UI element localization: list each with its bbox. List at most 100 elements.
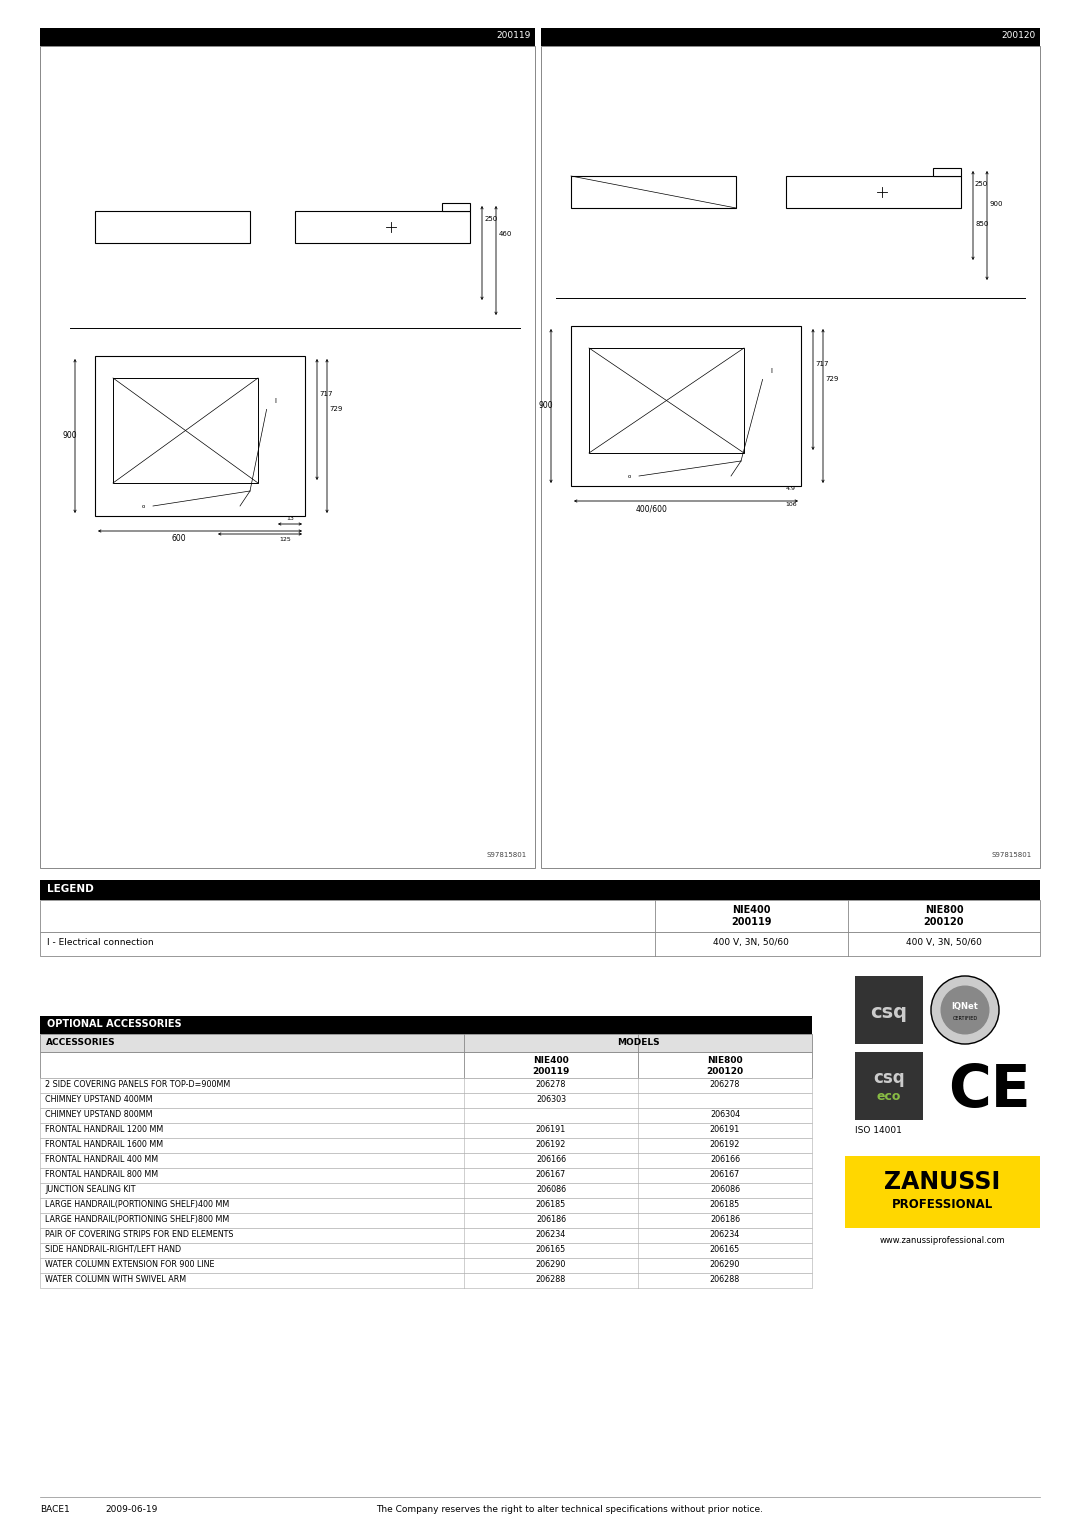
Bar — [95, 211, 249, 243]
Text: 460: 460 — [499, 231, 512, 237]
Circle shape — [941, 986, 989, 1034]
Text: 206191: 206191 — [710, 1125, 740, 1135]
Text: 206290: 206290 — [710, 1260, 740, 1269]
Bar — [40, 1122, 812, 1138]
Text: 600: 600 — [172, 534, 187, 544]
Bar — [845, 1156, 1040, 1228]
Bar — [40, 1015, 812, 1034]
Text: 206304: 206304 — [710, 1110, 740, 1119]
Text: The Company reserves the right to alter technical specifications without prior n: The Company reserves the right to alter … — [377, 1506, 764, 1513]
Text: FRONTAL HANDRAIL 400 MM: FRONTAL HANDRAIL 400 MM — [45, 1154, 158, 1164]
Bar — [40, 1093, 812, 1109]
Bar — [40, 1168, 812, 1183]
Text: ZANUSSI: ZANUSSI — [885, 1170, 1001, 1194]
Text: PROFESSIONAL: PROFESSIONAL — [892, 1199, 994, 1211]
Text: 200120: 200120 — [1002, 31, 1036, 40]
Text: 729: 729 — [329, 406, 342, 412]
Bar — [113, 379, 258, 483]
Bar — [40, 1052, 812, 1078]
Text: 206167: 206167 — [710, 1170, 740, 1179]
Text: 200120: 200120 — [706, 1067, 743, 1077]
Text: csq: csq — [874, 1069, 905, 1087]
Bar — [541, 46, 1040, 867]
Bar — [40, 1183, 812, 1199]
Bar — [571, 176, 735, 208]
Text: 206278: 206278 — [536, 1080, 566, 1089]
Bar — [40, 880, 1040, 899]
Text: I: I — [770, 368, 772, 374]
Text: 206165: 206165 — [710, 1245, 740, 1254]
Bar — [571, 325, 801, 486]
Text: 250: 250 — [975, 182, 988, 186]
Bar — [40, 1138, 812, 1153]
Text: FRONTAL HANDRAIL 1600 MM: FRONTAL HANDRAIL 1600 MM — [45, 1141, 163, 1148]
Bar — [442, 203, 470, 211]
Bar — [95, 356, 305, 516]
Text: www.zanussiprofessional.com: www.zanussiprofessional.com — [880, 1235, 1005, 1245]
Bar — [541, 27, 1040, 46]
Text: 206166: 206166 — [536, 1154, 566, 1164]
Text: 400/600: 400/600 — [635, 504, 667, 513]
Bar — [40, 1034, 812, 1052]
Text: I - Electrical connection: I - Electrical connection — [48, 938, 153, 947]
Text: CHIMNEY UPSTAND 400MM: CHIMNEY UPSTAND 400MM — [45, 1095, 152, 1104]
Text: eco: eco — [877, 1089, 901, 1102]
Text: 206166: 206166 — [710, 1154, 740, 1164]
Text: BACE1: BACE1 — [40, 1506, 70, 1513]
Bar — [40, 1109, 812, 1122]
Text: S97815801: S97815801 — [487, 852, 527, 858]
Text: LARGE HANDRAIL(PORTIONING SHELF)400 MM: LARGE HANDRAIL(PORTIONING SHELF)400 MM — [45, 1200, 229, 1209]
Text: 4.9: 4.9 — [786, 486, 796, 492]
Text: 206186: 206186 — [536, 1215, 566, 1225]
Bar — [786, 176, 961, 208]
Text: 206192: 206192 — [536, 1141, 566, 1148]
Text: 206234: 206234 — [536, 1231, 566, 1238]
Bar — [40, 1258, 812, 1274]
Bar — [40, 1212, 812, 1228]
Text: CHIMNEY UPSTAND 800MM: CHIMNEY UPSTAND 800MM — [45, 1110, 152, 1119]
Text: NIE400: NIE400 — [732, 906, 770, 915]
Text: NIE800: NIE800 — [924, 906, 963, 915]
Text: 206288: 206288 — [710, 1275, 740, 1284]
Text: 206167: 206167 — [536, 1170, 566, 1179]
Text: 717: 717 — [319, 391, 333, 397]
Text: OPTIONAL ACCESSORIES: OPTIONAL ACCESSORIES — [48, 1019, 181, 1029]
Text: LARGE HANDRAIL(PORTIONING SHELF)800 MM: LARGE HANDRAIL(PORTIONING SHELF)800 MM — [45, 1215, 229, 1225]
Text: 900: 900 — [63, 432, 77, 440]
Bar — [40, 1274, 812, 1287]
Text: o: o — [627, 473, 631, 478]
Text: S97815801: S97815801 — [991, 852, 1032, 858]
Text: LEGEND: LEGEND — [48, 884, 94, 893]
Text: PAIR OF COVERING STRIPS FOR END ELEMENTS: PAIR OF COVERING STRIPS FOR END ELEMENTS — [45, 1231, 233, 1238]
Text: 200119: 200119 — [731, 918, 771, 927]
Text: CERTIFIED: CERTIFIED — [953, 1015, 977, 1020]
Bar — [40, 27, 535, 46]
Bar — [40, 899, 1040, 931]
Text: 206192: 206192 — [710, 1141, 740, 1148]
Text: 206185: 206185 — [536, 1200, 566, 1209]
Bar — [40, 1078, 812, 1093]
Text: 717: 717 — [815, 360, 828, 366]
Text: 206278: 206278 — [710, 1080, 740, 1089]
Text: 206288: 206288 — [536, 1275, 566, 1284]
Text: 206191: 206191 — [536, 1125, 566, 1135]
Text: 13: 13 — [286, 516, 294, 521]
Text: 206186: 206186 — [710, 1215, 740, 1225]
Text: 200119: 200119 — [497, 31, 531, 40]
Text: 729: 729 — [825, 376, 838, 382]
Text: IQNet: IQNet — [951, 1002, 978, 1011]
Text: JUNCTION SEALING KIT: JUNCTION SEALING KIT — [45, 1185, 135, 1194]
Text: csq: csq — [870, 1003, 907, 1022]
Text: 200120: 200120 — [923, 918, 964, 927]
Text: FRONTAL HANDRAIL 1200 MM: FRONTAL HANDRAIL 1200 MM — [45, 1125, 163, 1135]
Text: 850: 850 — [975, 221, 988, 228]
Text: NIE800: NIE800 — [707, 1057, 743, 1064]
Bar — [40, 1228, 812, 1243]
Text: NIE400: NIE400 — [534, 1057, 569, 1064]
Text: 206290: 206290 — [536, 1260, 566, 1269]
Bar — [40, 1243, 812, 1258]
Bar — [855, 1052, 923, 1119]
Text: o: o — [141, 504, 145, 508]
Text: SIDE HANDRAIL-RIGHT/LEFT HAND: SIDE HANDRAIL-RIGHT/LEFT HAND — [45, 1245, 181, 1254]
Text: 900: 900 — [538, 402, 553, 411]
